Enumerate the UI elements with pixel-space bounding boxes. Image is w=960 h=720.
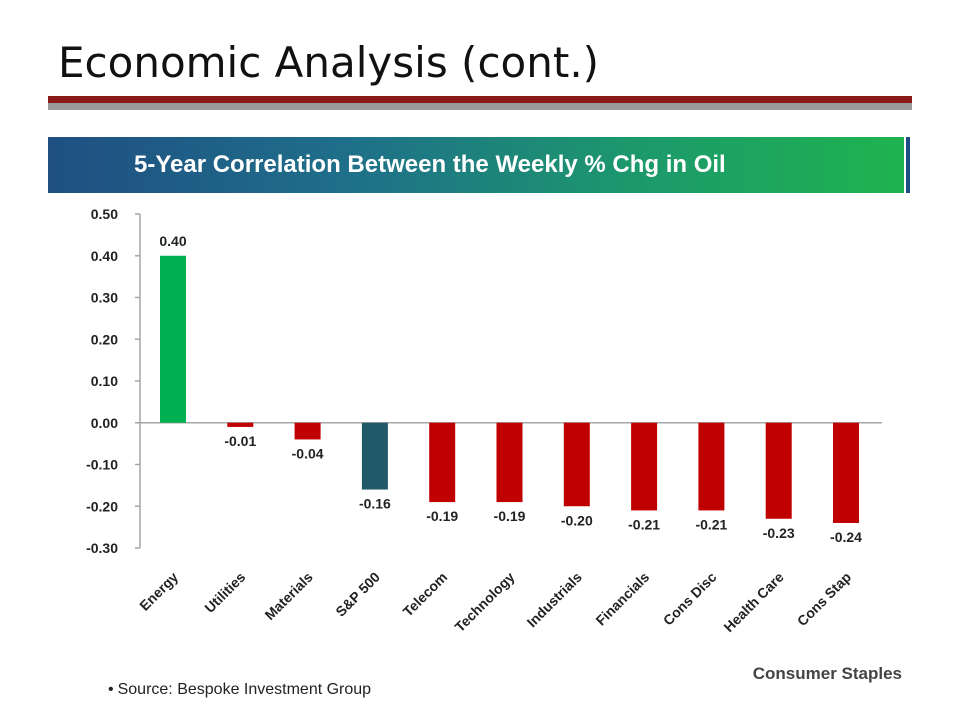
title-rule-red [48, 96, 912, 103]
chart-title-banner: 5-Year Correlation Between the Weekly % … [48, 137, 904, 193]
data-label: -0.21 [628, 516, 660, 532]
bar-0 [160, 255, 186, 423]
data-label: -0.19 [426, 508, 458, 524]
x-tick-labels: Energy Utilities Materials S&P 500 Telecom Te… [136, 569, 854, 635]
bar-3 [361, 422, 388, 490]
bar-5 [496, 422, 523, 503]
title-rule-gray [48, 103, 912, 110]
data-label: 0.40 [159, 233, 186, 249]
y-tick-label: 0.10 [91, 373, 118, 389]
data-label: -0.23 [763, 525, 795, 541]
x-tick-label: Technology [451, 569, 517, 635]
source-note: • Source: Bespoke Investment Group [108, 681, 371, 699]
data-label: -0.24 [830, 529, 862, 545]
x-tick-label: Materials [261, 569, 315, 623]
bar-9 [765, 422, 792, 519]
y-tick-label: 0.50 [91, 206, 118, 222]
footer-note: Consumer Staples [752, 664, 902, 683]
x-tick-label: Cons Disc [660, 569, 720, 629]
data-label: -0.01 [224, 433, 256, 449]
bar-6 [563, 422, 590, 507]
data-label: -0.20 [561, 512, 593, 528]
y-tick-label: 0.00 [91, 415, 118, 431]
source-text: Source: Bespoke Investment Group [117, 681, 372, 698]
x-tick-label: Cons Stap [794, 569, 854, 629]
bar-2 [294, 422, 321, 440]
bars [160, 255, 859, 523]
y-axis: 0.50 0.40 0.30 0.20 0.10 0.00 -0.10 -0.20 -0.30 [86, 206, 141, 556]
banner-edge [906, 137, 910, 193]
y-tick-label: -0.10 [86, 457, 118, 473]
bar-7 [631, 422, 658, 511]
y-tick-label: 0.20 [91, 331, 118, 347]
x-tick-label: Telecom [400, 569, 451, 620]
x-tick-label: S&P 500 [332, 569, 383, 620]
data-label: -0.04 [292, 445, 324, 461]
x-tick-label: Industrials [524, 569, 586, 631]
x-tick-label: Financials [592, 569, 652, 629]
x-tick-label: Utilities [201, 569, 248, 616]
x-tick-label: Energy [136, 569, 181, 614]
slide-title: Economic Analysis (cont.) [58, 38, 600, 87]
chart-title: 5-Year Correlation Between the Weekly % … [134, 151, 726, 178]
bar-1 [227, 422, 254, 427]
data-label: -0.16 [359, 496, 391, 512]
data-label: -0.19 [494, 508, 526, 524]
y-tick-label: -0.20 [86, 498, 118, 514]
y-tick-label: 0.40 [91, 248, 118, 264]
data-labels: 0.40 -0.01 -0.04 -0.16 -0.19 -0.19 -0.20 -0.21 -… [159, 233, 862, 545]
y-tick-label: 0.30 [91, 290, 118, 306]
x-tick-label: Health Care [720, 569, 786, 635]
bar-8 [698, 422, 725, 511]
bar-4 [429, 422, 456, 503]
y-tick-label: -0.30 [86, 540, 118, 556]
bar-10 [833, 422, 859, 523]
data-label: -0.21 [695, 516, 727, 532]
bullet-icon: • [108, 681, 114, 698]
